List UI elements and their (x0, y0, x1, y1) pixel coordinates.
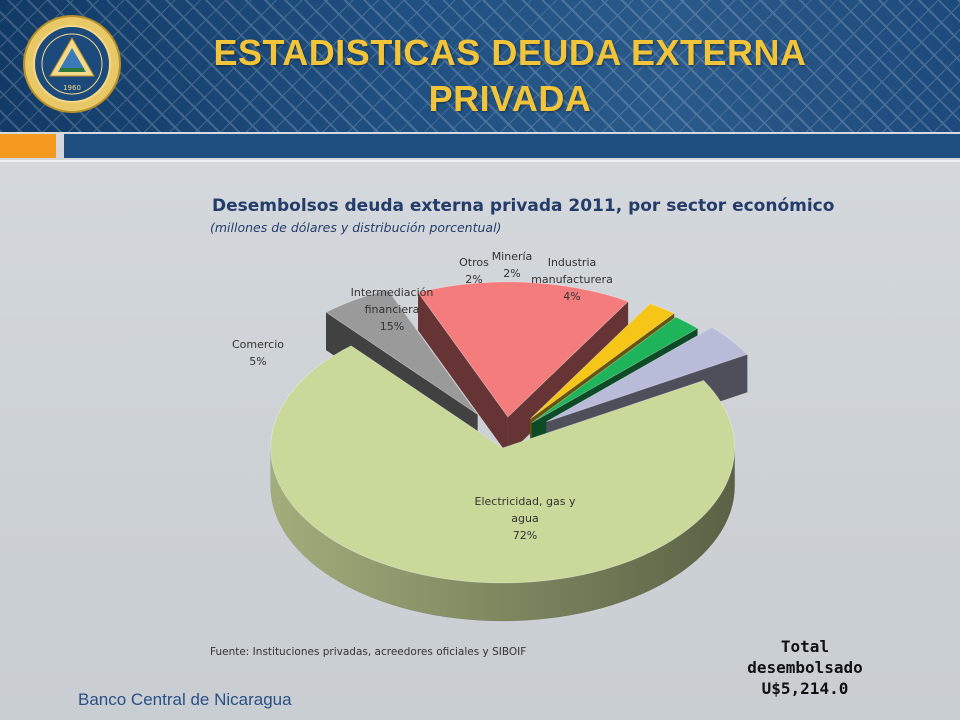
chart-title: Desembolsos deuda externa privada 2011, … (212, 196, 835, 216)
slice-label-1: Comercio 5% (232, 338, 284, 368)
pie-slice-top (417, 281, 629, 418)
slice-value-label: 2% (465, 273, 482, 286)
slice-name-label: agua (511, 512, 538, 525)
slice-name-label: manufacturera (531, 273, 613, 286)
total-label: Total (780, 637, 830, 656)
total-value: U$5,214.0 (761, 679, 849, 698)
pie-slice-top (531, 316, 699, 424)
seal-year: 1960 (63, 84, 81, 92)
header-banner: 1960 ESTADISTICAS DEUDA EXTERNA PRIVADA (0, 0, 960, 132)
slice-name-label: Industria (548, 256, 597, 269)
slice-label-2: Intermediación financiera 15% (351, 286, 434, 333)
pie-slice-top (325, 289, 478, 415)
slice-name-label: Comercio (232, 338, 284, 351)
slice-label-4: Minería 2% (492, 250, 533, 280)
slice-value-label: 2% (503, 267, 520, 280)
bcn-seal-logo: 1960 (23, 15, 121, 113)
total-box: Total desembolsado U$5,214.0 (700, 636, 910, 699)
page-title: ESTADISTICAS DEUDA EXTERNA PRIVADA (150, 30, 870, 122)
accent-bar (0, 132, 960, 162)
divider-line (0, 160, 960, 162)
pie-slice-top (529, 303, 676, 420)
slice-name-label: financiera (365, 303, 420, 316)
pie-slice-top (270, 345, 736, 584)
page-title-line2: PRIVADA (428, 78, 592, 119)
slice-name-label: Electricidad, gas y (475, 495, 576, 508)
slice-name-label: Minería (492, 250, 533, 263)
banknote-pattern (0, 0, 960, 132)
total-sublabel: desembolsado (747, 658, 863, 677)
slice-value-label: 5% (249, 355, 266, 368)
slice-value-label: 4% (563, 290, 580, 303)
source-note: Fuente: Instituciones privadas, acreedor… (210, 646, 527, 658)
accent-bar-blue (64, 134, 960, 158)
slice-value-label: 72% (513, 529, 537, 542)
page-title-line1: ESTADISTICAS DEUDA EXTERNA (213, 32, 807, 73)
pie-slice-0 (270, 345, 736, 622)
slice-value-label: 15% (380, 320, 404, 333)
pie-slice-top (546, 326, 749, 423)
footer-bank-name: Banco Central de Nicaragua (78, 690, 292, 709)
pie-slice-wall (418, 292, 508, 455)
slice-label-3: Otros 2% (459, 256, 489, 286)
accent-bar-orange (0, 134, 56, 158)
slice-name-label: Otros (459, 256, 489, 269)
slice-label-5: Industria manufacturera 4% (531, 256, 613, 303)
chart-subtitle: (millones de dólares y distribución porc… (210, 220, 502, 235)
slice-name-label: Intermediación (351, 286, 434, 299)
slice-label-0: Electricidad, gas y agua 72% (475, 495, 576, 542)
